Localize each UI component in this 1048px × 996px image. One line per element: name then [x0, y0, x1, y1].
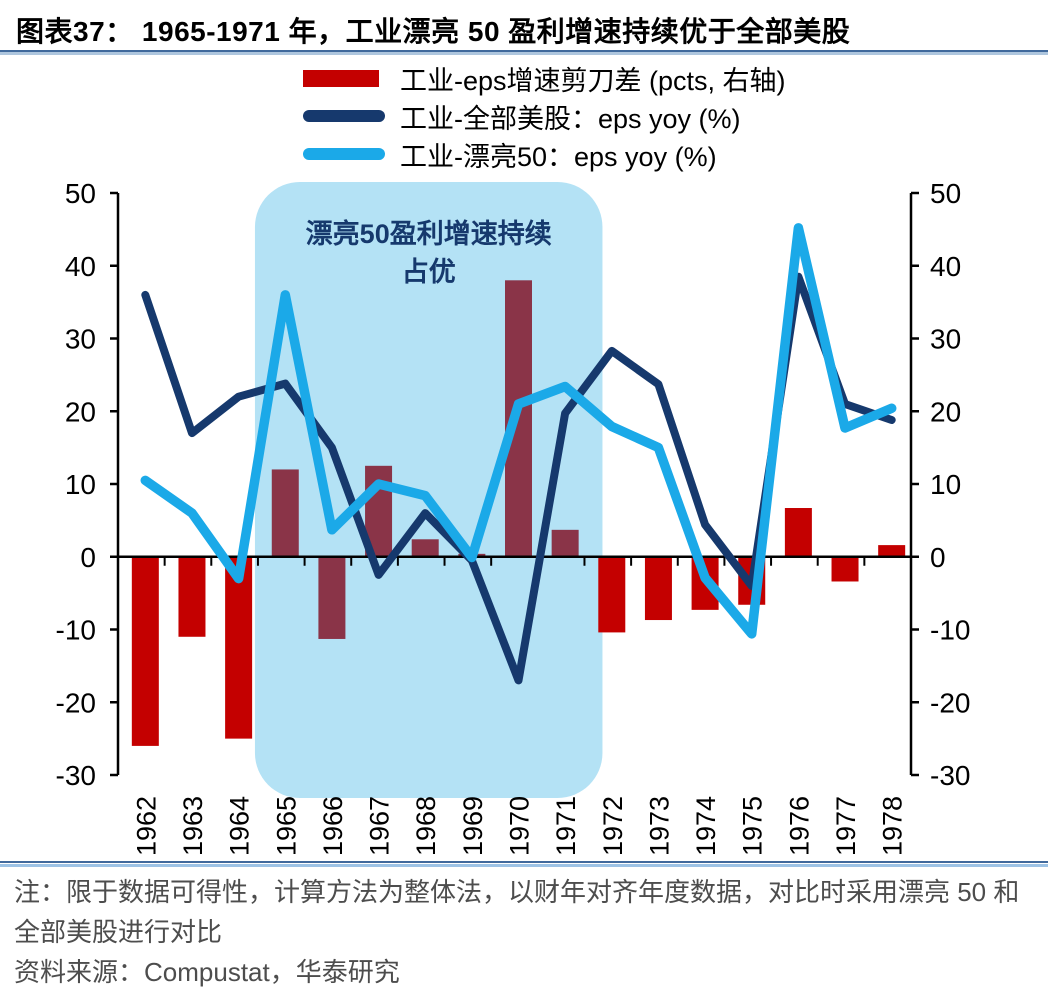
y-axis-label-right: -20 [930, 687, 970, 718]
bar-1971 [551, 529, 579, 557]
annotation-line2: 占优 [402, 257, 456, 287]
bar-1964 [225, 556, 253, 739]
x-axis-label: 1972 [598, 796, 628, 856]
x-axis-label: 1973 [644, 796, 674, 856]
legend-item-nifty50: 工业-漂亮50：eps yoy (%) [303, 135, 786, 173]
y-axis-label-right: -30 [930, 760, 970, 791]
x-axis-label: 1974 [691, 796, 721, 856]
y-axis-label-right: 40 [930, 251, 961, 282]
line-swatch-icon [303, 148, 385, 160]
y-axis-label-left: 30 [65, 324, 96, 355]
bar-swatch-icon [303, 69, 379, 87]
x-axis-label: 1965 [271, 796, 301, 856]
bar-1968 [411, 539, 439, 557]
legend-label: 工业-全部美股：eps yoy (%) [400, 103, 741, 134]
footer-divider [0, 861, 1048, 867]
y-axis-label-right: -10 [930, 615, 970, 646]
bar-1972 [598, 556, 626, 633]
bar-1963 [178, 556, 206, 637]
bar-1973 [644, 556, 672, 621]
legend-label: 工业-eps增速剪刀差 (pcts, 右轴) [400, 65, 786, 96]
x-axis-label: 1964 [225, 796, 255, 856]
y-axis-label-right: 0 [930, 542, 946, 573]
x-axis-label: 1975 [738, 796, 768, 856]
bar-1978 [878, 545, 906, 557]
x-axis-label: 1978 [878, 796, 908, 856]
bar-1962 [131, 556, 159, 746]
x-axis-label: 1977 [831, 796, 861, 856]
x-axis-label: 1971 [551, 796, 581, 856]
line-nifty50 [140, 223, 897, 639]
annotation-line1: 漂亮50盈利增速持续 [306, 218, 552, 249]
y-axis-label-left: 10 [65, 469, 96, 500]
legend-label: 工业-漂亮50：eps yoy (%) [400, 141, 717, 172]
x-axis-label: 1968 [411, 796, 441, 856]
legend-item-bar: 工业-eps增速剪刀差 (pcts, 右轴) [303, 59, 786, 97]
y-axis-label-left: -20 [56, 687, 96, 718]
chart-legend: 工业-eps增速剪刀差 (pcts, 右轴) 工业-全部美股：eps yoy (… [303, 59, 786, 173]
y-axis-label-left: 40 [65, 251, 96, 282]
x-axis-label: 1967 [365, 796, 395, 856]
legend-item-us-all: 工业-全部美股：eps yoy (%) [303, 97, 786, 135]
y-axis-label-left: -30 [56, 760, 96, 791]
y-axis-label-right: 30 [930, 324, 961, 355]
bar-1966 [318, 556, 346, 639]
figure-title: 图表37： 1965-1971 年，工业漂亮 50 盈利增速持续优于全部美股 [16, 16, 851, 47]
y-axis-label-right: 10 [930, 469, 961, 500]
x-axis-label: 1963 [178, 796, 208, 856]
bar-1976 [784, 508, 812, 557]
y-axis-label-left: 0 [80, 542, 96, 573]
footnote: 注：限于数据可得性，计算方法为整体法，以财年对齐年度数据，对比时采用漂亮 50 … [14, 877, 1020, 947]
source-note: 资料来源：Compustat，华泰研究 [14, 957, 400, 987]
x-axis-label: 1969 [458, 796, 488, 856]
y-axis-label-right: 50 [930, 178, 961, 209]
y-axis-label-right: 20 [930, 396, 961, 427]
x-axis-label: 1966 [318, 796, 348, 856]
x-axis-label: 1970 [505, 796, 535, 856]
x-axis-label: 1962 [131, 796, 161, 856]
bar-1977 [831, 556, 859, 582]
y-axis-label-left: -10 [56, 615, 96, 646]
y-axis-label-left: 50 [65, 178, 96, 209]
bar-1965 [271, 469, 299, 557]
title-divider [0, 50, 1048, 55]
line-swatch-icon [303, 110, 385, 122]
y-axis-label-left: 20 [65, 396, 96, 427]
x-axis-label: 1976 [784, 796, 814, 856]
